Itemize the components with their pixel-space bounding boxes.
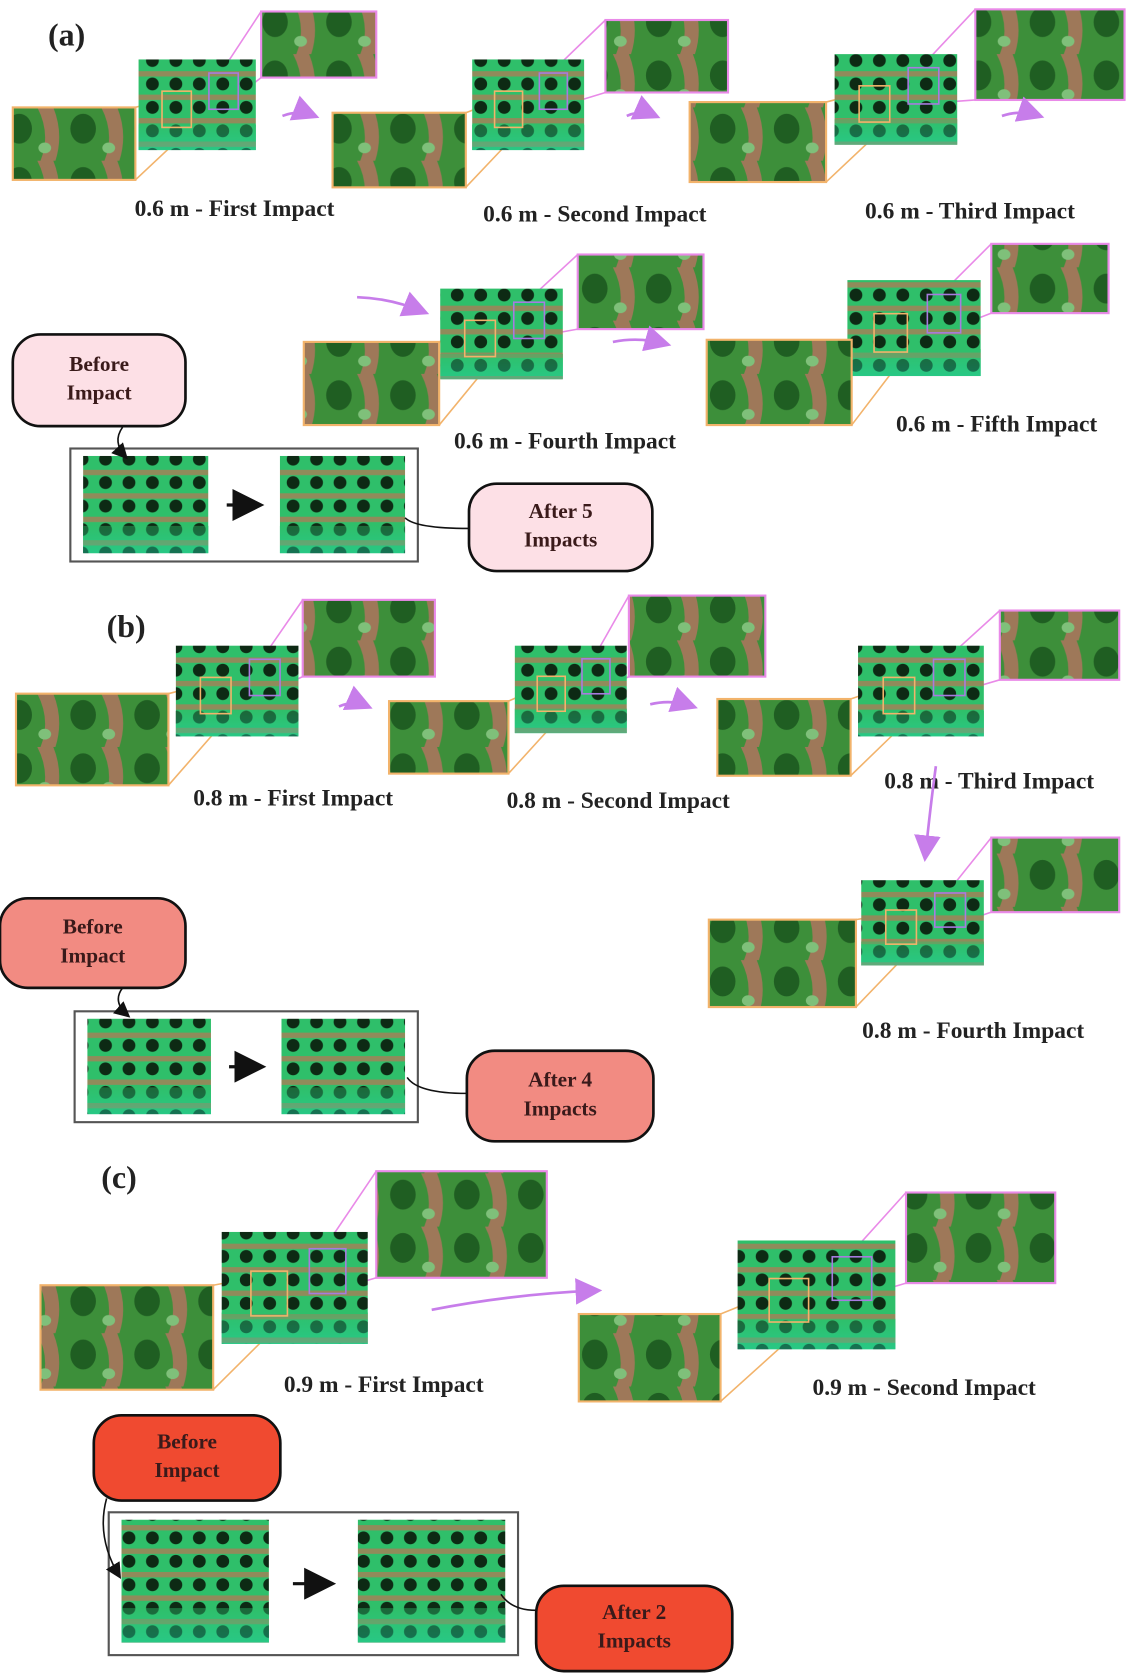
stage-label: 0.6 m - Second Impact [483, 202, 706, 228]
zoom-inset [376, 1171, 547, 1278]
zoom-inset [1000, 611, 1119, 680]
sequence-arrow [1002, 113, 1039, 116]
zoom-inset [975, 9, 1124, 100]
zoom-inset [41, 1285, 214, 1389]
specimen-dots [440, 354, 563, 379]
zoom-inset [13, 107, 136, 179]
zoom-inset [16, 694, 168, 786]
zoom-inset [389, 701, 508, 773]
zoom-inset [304, 342, 439, 425]
stage-label: 0.6 m - Fourth Impact [454, 429, 676, 455]
specimen-dots [858, 711, 984, 736]
specimen-dots [472, 125, 584, 150]
panel-label: (a) [48, 17, 85, 52]
zoom-inset [991, 838, 1119, 913]
after-text: After 4 [528, 1068, 592, 1092]
before-text: Impact [60, 943, 125, 967]
stage-label: 0.9 m - Second Impact [812, 1375, 1035, 1401]
panel-label: (c) [101, 1160, 136, 1195]
specimen-dots [358, 1608, 505, 1642]
zoom-inset [709, 920, 856, 1007]
after-text: Impacts [598, 1629, 671, 1653]
zoom-inset [605, 20, 728, 92]
zoom-inset [707, 340, 852, 425]
specimen-dots [87, 1087, 211, 1114]
zoom-inset [578, 255, 704, 330]
specimen-dots [139, 125, 256, 150]
zoom-inset [906, 1193, 1055, 1284]
specimen-dots [176, 711, 299, 736]
specimen-dots [222, 1313, 368, 1344]
stage-label: 0.8 m - Second Impact [507, 788, 730, 814]
zoom-inset [579, 1314, 721, 1401]
specimen-dots [280, 526, 405, 553]
sequence-arrow [357, 297, 424, 312]
after-text: Impacts [523, 1096, 596, 1120]
before-text: Impact [155, 1458, 220, 1482]
stage-label: 0.6 m - Fifth Impact [896, 411, 1097, 437]
stage-label: 0.9 m - First Impact [284, 1372, 484, 1398]
zoom-inset [303, 600, 435, 677]
specimen-dots [281, 1087, 405, 1114]
sequence-arrow [339, 703, 368, 706]
sequence-arrow [432, 1291, 597, 1310]
specimen-dots [83, 526, 208, 553]
specimen-dots [738, 1319, 896, 1349]
before-text: Before [63, 915, 123, 939]
zoom-inset [261, 11, 376, 77]
panel-label: (b) [107, 609, 146, 644]
after-text: After 5 [529, 499, 593, 523]
before-text: Before [157, 1429, 217, 1453]
zoom-inset [333, 113, 466, 188]
zoom-inset [629, 596, 765, 677]
before-text: Before [69, 352, 129, 376]
zoom-inset [690, 102, 826, 182]
after-text: Impacts [524, 528, 597, 552]
sequence-arrow [627, 113, 656, 116]
before-text: Impact [67, 381, 132, 405]
zoom-inset [991, 244, 1108, 313]
stage-label: 0.6 m - First Impact [135, 196, 335, 222]
specimen-dots [835, 119, 958, 144]
sequence-arrow [650, 702, 693, 706]
specimen-dots [122, 1608, 269, 1642]
specimen-dots [861, 942, 984, 966]
stage-label: 0.8 m - First Impact [193, 786, 393, 812]
stage-label: 0.8 m - Fourth Impact [862, 1018, 1084, 1044]
zoom-inset [717, 699, 850, 776]
after-text: After 2 [602, 1600, 666, 1624]
stage-label: 0.6 m - Third Impact [865, 198, 1075, 224]
sequence-arrow [282, 113, 314, 116]
sequence-arrow [613, 340, 666, 344]
stage-label: 0.8 m - Third Impact [884, 769, 1094, 795]
specimen-dots [515, 709, 627, 733]
figure: (a) 0.6 m - First Impact 0.6 m - Second Im… [0, 0, 1132, 1673]
specimen-dots [847, 349, 980, 376]
